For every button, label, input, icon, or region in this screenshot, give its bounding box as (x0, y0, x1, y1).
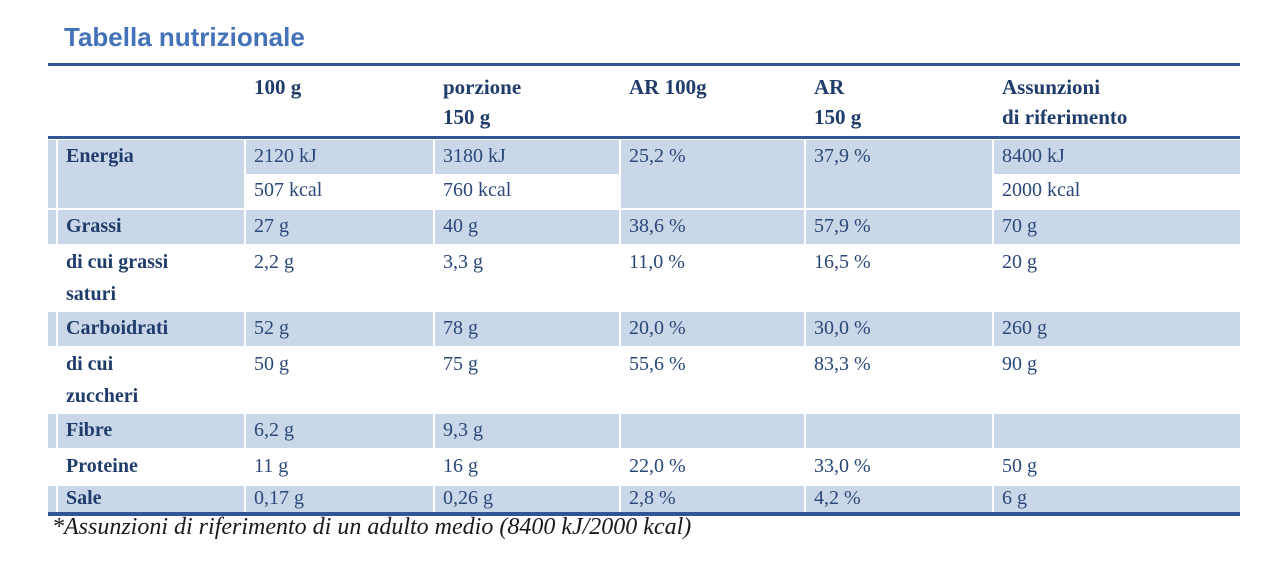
reference-footnote: *Assunzioni di riferimento di un adulto … (52, 514, 692, 540)
cell-value: 2120 kJ (246, 140, 433, 174)
cell-value: 50 g (254, 353, 289, 375)
cell-value: 55,6 % (629, 353, 686, 375)
row-carboidrati: Carboidrati 52 g 78 g 20,0 % 30,0 % 260 … (48, 312, 1240, 346)
cell-value: 8400 kJ (994, 140, 1240, 174)
divider-header (48, 136, 1240, 139)
cell-value: 57,9 % (806, 210, 992, 244)
cell-value-empty (806, 174, 992, 208)
row-label: Carboidrati (58, 312, 244, 346)
cell-value: 78 g (435, 312, 619, 346)
header-gutter (48, 66, 56, 136)
cell-value: 40 g (435, 210, 619, 244)
header-ar-150g: AR 150 g (814, 75, 862, 129)
cell-value: 11,0 % (629, 251, 685, 273)
row-label: Fibre (58, 414, 244, 448)
cell-value (806, 414, 992, 448)
cell-value: 0,17 g (246, 486, 433, 512)
row-gutter (48, 312, 56, 346)
cell-value: 90 g (1002, 353, 1037, 375)
cell-value-kcal: 2000 kcal (994, 174, 1240, 208)
header-100g: 100 g (254, 75, 302, 99)
cell-value-kcal: 507 kcal (246, 174, 433, 208)
cell-value: 16 g (443, 455, 478, 477)
cell-value: 4,2 % (806, 486, 992, 512)
cell-value-empty (621, 174, 804, 208)
cell-value: 20 g (1002, 251, 1037, 273)
cell-value: 38,6 % (621, 210, 804, 244)
divider-top (48, 63, 1240, 66)
cell-value: 6,2 g (246, 414, 433, 448)
cell-value: 260 g (994, 312, 1240, 346)
row-gutter (48, 140, 56, 208)
page-title: Tabella nutrizionale (64, 22, 305, 52)
row-gutter (48, 414, 56, 448)
cell-value: 83,3 % (814, 353, 871, 375)
row-grassi: Grassi 27 g 40 g 38,6 % 57,9 % 70 g (48, 210, 1240, 244)
cell-value: 25,2 % (621, 140, 804, 174)
cell-value: 52 g (246, 312, 433, 346)
cell-value: 27 g (246, 210, 433, 244)
row-label: Grassi (58, 210, 244, 244)
cell-value: 33,0 % (814, 455, 871, 477)
row-grassi-saturi: di cui grassi saturi 2,2 g 3,3 g 11,0 % … (48, 246, 1240, 310)
cell-value: 70 g (994, 210, 1240, 244)
row-gutter (48, 348, 56, 412)
row-gutter (48, 210, 56, 244)
cell-value: 20,0 % (621, 312, 804, 346)
row-label: Sale (58, 486, 244, 512)
table-header-row: 100 g porzione 150 g AR 100g AR 150 g As… (48, 66, 1240, 136)
cell-value (994, 414, 1240, 448)
cell-value: 6 g (994, 486, 1240, 512)
header-empty-label (58, 66, 244, 136)
cell-value: 16,5 % (814, 251, 871, 273)
cell-value-kcal: 760 kcal (435, 174, 619, 208)
row-label: di cui zuccheri (66, 353, 139, 407)
cell-value: 9,3 g (435, 414, 619, 448)
cell-value: 2,2 g (254, 251, 294, 273)
header-porzione-150g: porzione 150 g (443, 75, 522, 129)
row-proteine: Proteine 11 g 16 g 22,0 % 33,0 % 50 g (48, 450, 1240, 484)
cell-value: 50 g (1002, 455, 1037, 477)
row-label: Energia (58, 140, 244, 208)
cell-value: 22,0 % (629, 455, 686, 477)
nutrition-table: 100 g porzione 150 g AR 100g AR 150 g As… (48, 63, 1240, 516)
row-energia: Energia 2120 kJ 3180 kJ 25,2 % 37,9 % 84… (48, 140, 1240, 208)
row-gutter (48, 486, 56, 512)
row-gutter (48, 450, 56, 484)
cell-value: 3,3 g (443, 251, 483, 273)
header-assunzioni: Assunzioni di riferimento (1002, 75, 1128, 129)
cell-value: 3180 kJ (435, 140, 619, 174)
row-label: di cui grassi saturi (66, 251, 169, 305)
cell-value: 11 g (254, 455, 289, 477)
cell-value: 2,8 % (621, 486, 804, 512)
cell-value (621, 414, 804, 448)
cell-value: 37,9 % (806, 140, 992, 174)
row-label: Proteine (66, 455, 138, 477)
row-sale: Sale 0,17 g 0,26 g 2,8 % 4,2 % 6 g (48, 486, 1240, 512)
row-fibre: Fibre 6,2 g 9,3 g (48, 414, 1240, 448)
row-zuccheri: di cui zuccheri 50 g 75 g 55,6 % 83,3 % … (48, 348, 1240, 412)
row-gutter (48, 246, 56, 310)
header-ar-100g: AR 100g (629, 75, 707, 99)
cell-value: 30,0 % (806, 312, 992, 346)
divider-bottom (48, 512, 1240, 516)
cell-value: 0,26 g (435, 486, 619, 512)
cell-value: 75 g (443, 353, 478, 375)
